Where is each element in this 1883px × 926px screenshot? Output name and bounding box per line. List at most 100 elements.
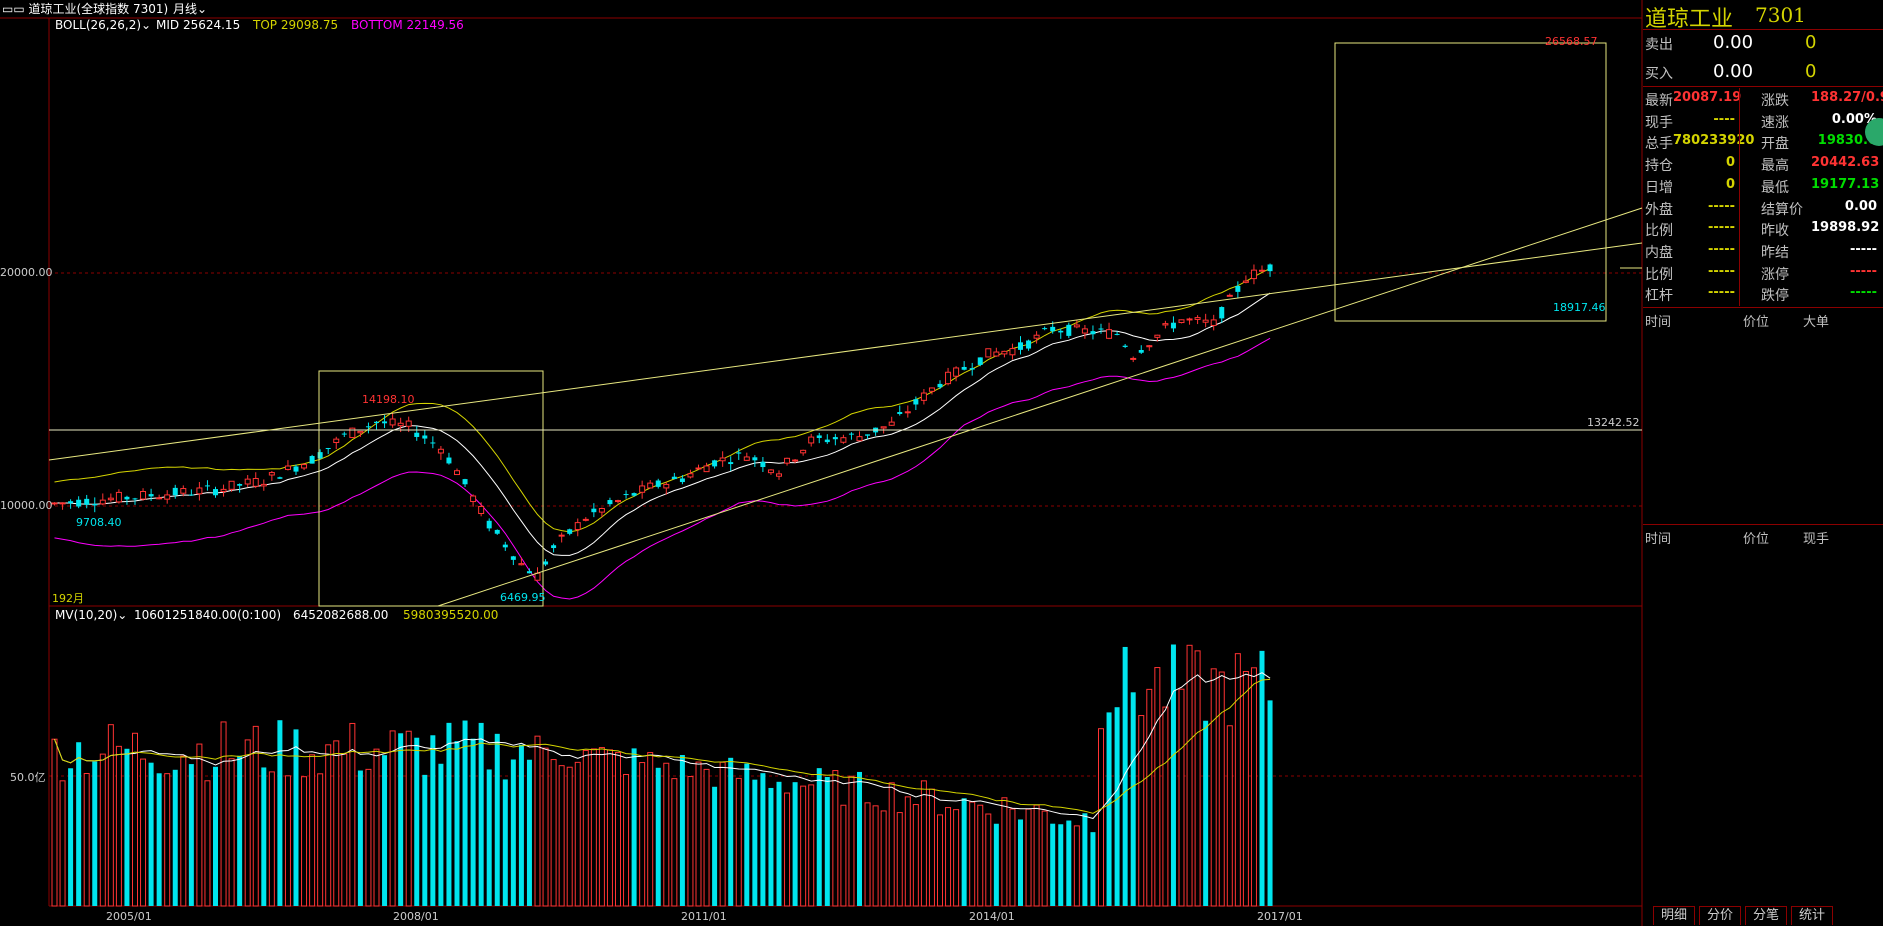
buy-qty: 0 [1805,61,1817,82]
volume-bar [1178,688,1185,907]
volume-bar [558,765,565,907]
candle-body [551,545,557,549]
stat-label: 比例 [1645,223,1673,240]
drawn-objects[interactable] [48,42,1643,607]
x-axis-label-2014: 2014/01 [969,910,1015,923]
candle-body [252,478,259,487]
stat-label: 持仓 [1645,158,1673,175]
volume-bar [422,774,428,906]
volume-ma-line [54,672,1271,820]
candle-body [454,470,460,476]
candle-body [204,485,210,487]
candle-body [1250,269,1257,280]
candle-body [671,476,677,480]
volume-bar [1194,650,1201,907]
volume-bar [1234,653,1241,907]
candle-body [937,383,943,388]
volume-bar [671,778,678,907]
candle-body [1026,340,1032,349]
volume-bar [1066,820,1072,906]
stat-value: 188.27/0.95% [1811,90,1883,105]
candle-body [913,399,919,405]
stat-value: 0 [1725,155,1735,171]
candle-body [422,435,428,439]
quote-panel: 道琼工业 7301 卖出 0.00 0 买入 0.00 0 最新 20087.19… [1643,0,1883,926]
boll-indicator-name[interactable]: BOLL(26,26,2)⌄ [55,18,152,32]
candle-body [977,357,983,365]
candle-body [816,435,822,438]
volume-bar [1082,813,1088,906]
candle-body [663,483,670,489]
volume-bar [1058,824,1064,906]
candle-body [1033,334,1040,339]
candle-body [1178,319,1185,324]
volume-bar [606,749,613,907]
volume-bar [1090,832,1096,906]
candle-body [196,487,203,495]
candle-body [767,469,774,474]
chart-icon: ▭▭ [2,2,29,16]
volume-bar [768,787,774,906]
tab-price-distribution[interactable]: 分价 [1699,906,1741,925]
candlesticks [51,263,1273,581]
volume-bar [816,768,822,906]
trade-header-price: 价位 [1743,532,1770,547]
stat-value: ----- [1708,220,1735,236]
buy-price[interactable]: 0.00 [1713,61,1754,82]
candle-body [1042,328,1048,330]
stat-value: 19830.0 [1817,133,1877,149]
volume-bar [1138,715,1145,907]
volume-bar [832,770,839,907]
volume-bar [518,744,524,906]
volume-bar [1050,823,1056,906]
volume-bar [647,752,654,907]
candle-body [961,366,967,370]
volume-bar [937,814,943,907]
candle-body [220,488,227,492]
volume-bar [735,777,742,907]
candle-body [1138,350,1144,353]
volume-bar [1186,644,1193,907]
volume-bar [430,735,436,906]
volume-bar [1250,667,1257,907]
candle-body [897,412,903,414]
stat-label: 跌停 [1761,288,1789,305]
candle-body [1001,350,1008,355]
volume-bar [470,738,476,906]
tick-header-big: 大单 [1803,315,1830,330]
candle-body [953,367,960,377]
boll-mid-value: MID 25624.15 [156,18,241,32]
volume-bar [712,786,718,906]
sell-price[interactable]: 0.00 [1713,32,1754,53]
tab-detail[interactable]: 明细 [1653,906,1695,925]
candle-body [631,493,637,496]
candle-body [574,522,581,530]
mv-value-2: 6452082688.00 [293,608,389,622]
volume-bar [542,747,549,907]
volume-bar [188,764,194,906]
candle-body [1050,326,1056,332]
volume-bar [639,762,646,907]
candle-body [397,422,404,427]
candle-body [1146,345,1153,348]
candle-body [1114,333,1120,335]
volume-bar [252,725,259,907]
mv-indicator-name[interactable]: MV(10,20)⌄ [55,608,128,622]
volume-bars [51,644,1273,907]
candle-body [1018,342,1023,350]
chart-title[interactable]: ▭▭ 道琼工业(全球指数 7301) [2,2,169,16]
volume-bar [623,773,630,907]
period-selector[interactable]: 月线⌄ [173,2,208,16]
volume-bar [68,768,74,906]
volume-bar [590,748,597,907]
tab-ticks[interactable]: 分笔 [1745,906,1787,925]
tab-statistics[interactable]: 统计 [1791,906,1833,925]
volume-bar [904,796,911,907]
volume-bar [373,748,380,907]
volume-bar [454,741,460,906]
floating-badge-icon[interactable] [1865,118,1883,146]
security-name: 道琼工业 [1645,7,1734,32]
x-axis-label-2011: 2011/01 [681,910,727,923]
stat-label: 开盘 [1761,136,1789,153]
